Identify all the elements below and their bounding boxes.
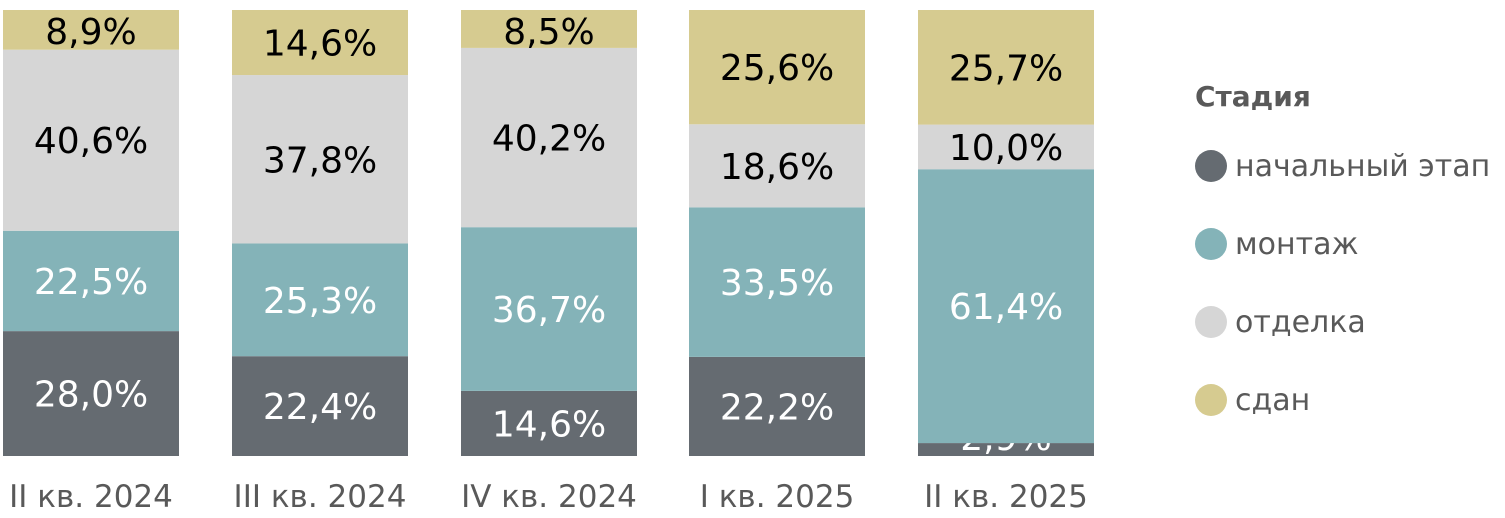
bar-segment-delivered-3: [461, 10, 637, 48]
data-label-finishing-2: 37,8%: [263, 140, 377, 181]
data-label-finishing-3: 40,2%: [492, 119, 606, 160]
bar-segment-delivered-1: [3, 10, 179, 50]
data-label-delivered-4: 25,6%: [720, 48, 834, 89]
bar-segment-finishing-2: [232, 75, 408, 244]
legend-swatch-finishing: [1195, 306, 1227, 338]
legend-label-installation: монтаж: [1235, 226, 1359, 262]
bar-segment-installation-5: [918, 169, 1094, 444]
category-label-3: IV кв. 2024: [461, 479, 637, 515]
bar-segment-delivered-2: [232, 10, 408, 76]
legend-label-delivered: сдан: [1235, 382, 1311, 418]
data-label-initial-stage-4: 22,2%: [720, 387, 834, 428]
data-label-delivered-1: 8,9%: [45, 12, 136, 53]
data-label-installation-3: 36,7%: [492, 290, 606, 331]
data-label-delivered-2: 14,6%: [263, 24, 377, 65]
category-label-1: II кв. 2024: [9, 479, 173, 515]
bar-segment-finishing-1: [3, 49, 179, 231]
legend-label-finishing: отделка: [1235, 304, 1366, 340]
bar-segment-installation-2: [232, 243, 408, 357]
bar-segment-finishing-5: [918, 124, 1094, 170]
category-label-2: III кв. 2024: [234, 479, 407, 515]
bar-segment-initial-stage-1: [3, 331, 179, 456]
bar-segment-initial-stage-2: [232, 356, 408, 456]
bar-segment-installation-4: [689, 207, 865, 357]
data-label-delivered-3: 8,5%: [503, 12, 594, 53]
legend-item-initial-stage: начальный этап: [1195, 127, 1490, 205]
category-label-4: I кв. 2025: [700, 479, 855, 515]
bar-segment-initial-stage-5: [918, 443, 1094, 456]
category-label-5: II кв. 2025: [924, 479, 1088, 515]
bar-segment-initial-stage-4: [689, 356, 865, 456]
legend-swatch-delivered: [1195, 384, 1227, 416]
bar-segment-delivered-4: [689, 10, 865, 125]
legend-title: Стадия: [1195, 80, 1311, 113]
bar-segment-installation-1: [3, 230, 179, 332]
bar-segment-installation-3: [461, 227, 637, 391]
bar-segment-finishing-3: [461, 47, 637, 228]
legend-item-delivered: сдан: [1195, 361, 1490, 439]
legend-item-installation: монтаж: [1195, 205, 1490, 283]
data-label-finishing-5: 10,0%: [949, 128, 1063, 169]
bar-segment-delivered-5: [918, 10, 1094, 125]
data-label-finishing-1: 40,6%: [34, 121, 148, 162]
legend: Стадия начальный этап монтаж отделка сда…: [1195, 80, 1490, 439]
legend-label-initial-stage: начальный этап: [1235, 148, 1491, 184]
data-label-installation-5: 61,4%: [949, 287, 1063, 328]
legend-swatch-initial-stage: [1195, 150, 1227, 182]
data-label-initial-stage-1: 28,0%: [34, 375, 148, 416]
bar-segment-finishing-4: [689, 124, 865, 208]
data-label-initial-stage-3: 14,6%: [492, 404, 606, 445]
data-label-delivered-5: 25,7%: [949, 48, 1063, 89]
legend-swatch-installation: [1195, 228, 1227, 260]
legend-item-finishing: отделка: [1195, 283, 1490, 361]
data-label-initial-stage-2: 22,4%: [263, 387, 377, 428]
data-label-installation-2: 25,3%: [263, 281, 377, 322]
bar-segment-initial-stage-3: [461, 390, 637, 456]
data-label-finishing-4: 18,6%: [720, 147, 834, 188]
data-label-installation-4: 33,5%: [720, 263, 834, 304]
data-label-installation-1: 22,5%: [34, 262, 148, 303]
